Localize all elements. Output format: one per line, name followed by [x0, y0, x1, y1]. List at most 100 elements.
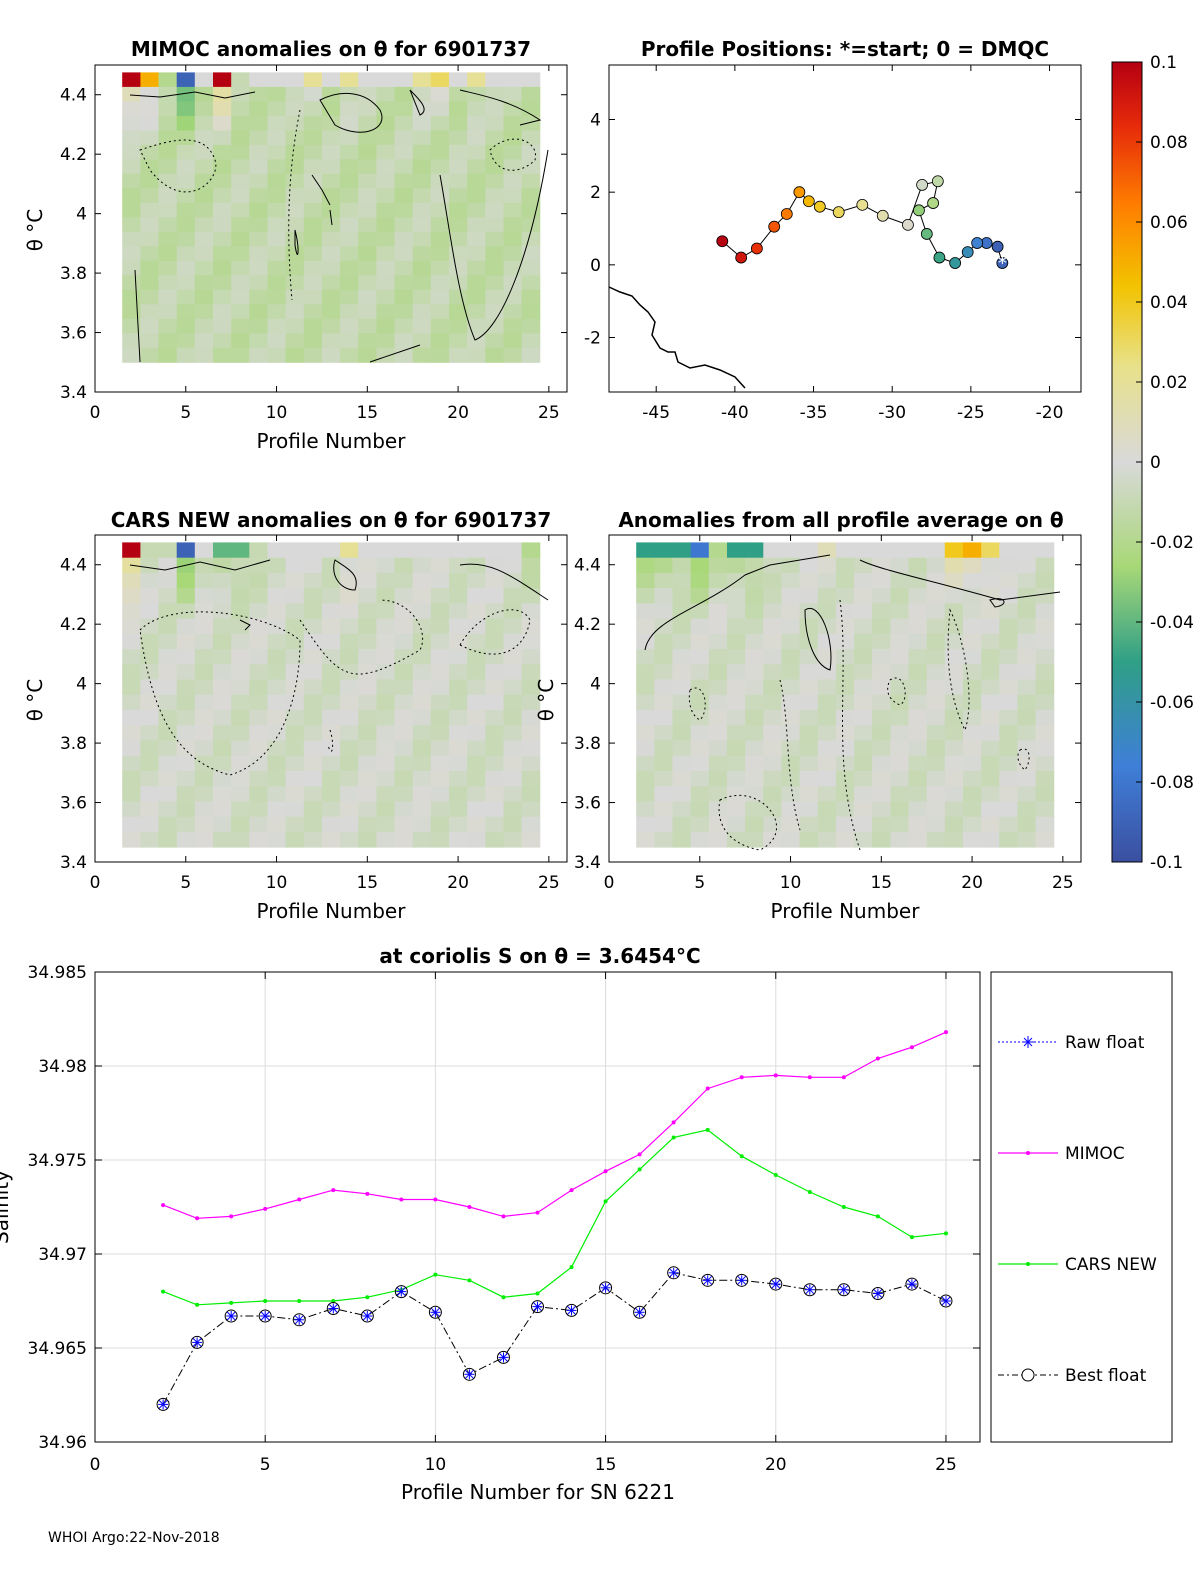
- anomaly-cell: [376, 542, 396, 559]
- anomaly-cell: [449, 740, 468, 757]
- anomaly-cell: [503, 831, 523, 848]
- profile-position-marker: [971, 237, 984, 249]
- anomaly-cell: [781, 694, 801, 711]
- anomaly-cell: [122, 771, 141, 787]
- data-point: [566, 1305, 577, 1316]
- anomaly-cell: [158, 260, 178, 276]
- anomaly-cell: [430, 771, 450, 787]
- anomaly-cell: [999, 664, 1018, 680]
- anomaly-cell: [430, 289, 450, 305]
- anomaly-cell: [194, 289, 214, 305]
- anomaly-cell: [213, 202, 232, 218]
- anomaly-cell: [835, 557, 855, 574]
- anomaly-cell: [158, 86, 178, 102]
- anomaly-cell: [231, 159, 250, 175]
- anomaly-cell: [267, 159, 287, 175]
- raw-float-star: [396, 1287, 406, 1296]
- anomaly-cell: [781, 801, 801, 818]
- anomaly-cell: [358, 618, 377, 635]
- anomaly-cell: [122, 618, 141, 635]
- anomaly-cell: [745, 588, 764, 604]
- anomaly-cell: [763, 542, 782, 559]
- anomaly-cell: [358, 664, 377, 680]
- anomaly-cell: [249, 771, 268, 787]
- anomaly-cell: [412, 786, 432, 802]
- anomaly-cell: [122, 144, 141, 160]
- anomaly-cell: [412, 740, 432, 757]
- data-point: [399, 1197, 404, 1202]
- anomaly-cell: [872, 786, 891, 802]
- anomaly-cell: [430, 304, 450, 320]
- x-tick-label: -40: [721, 403, 749, 423]
- y-tick-label: 3.4: [574, 853, 601, 873]
- anomaly-cell: [376, 318, 396, 334]
- anomaly-cell: [285, 801, 305, 818]
- salinity-axes-bg: [95, 972, 980, 1442]
- anomaly-cell: [817, 740, 837, 757]
- average-x-ticks: 0 5 10 15 20 25: [604, 535, 1074, 893]
- mimoc-title: MIMOC anomalies on θ for 6901737: [131, 37, 531, 61]
- anomaly-cell: [213, 333, 232, 349]
- anomaly-cell: [485, 831, 504, 848]
- anomaly-cell: [430, 786, 450, 802]
- anomaly-cell: [963, 557, 982, 574]
- anomaly-cell: [1035, 603, 1055, 620]
- anomaly-cell: [285, 755, 305, 772]
- anomaly-cell: [213, 130, 232, 146]
- anomaly-cell: [376, 603, 396, 620]
- anomaly-cell: [249, 144, 268, 160]
- anomaly-cell: [249, 159, 268, 175]
- anomaly-cell: [745, 801, 764, 818]
- anomaly-cell: [449, 771, 468, 787]
- anomaly-cell: [781, 786, 801, 802]
- anomaly-cell: [194, 72, 214, 88]
- anomaly-cell: [140, 115, 160, 131]
- anomaly-cell: [213, 572, 232, 589]
- anomaly-cell: [140, 618, 160, 635]
- anomaly-cell: [672, 618, 692, 635]
- anomaly-cell: [521, 318, 541, 334]
- anomaly-cell: [430, 725, 450, 741]
- anomaly-cell: [636, 557, 655, 574]
- anomaly-cell: [672, 557, 692, 574]
- data-point: [804, 1284, 815, 1295]
- anomaly-cell: [285, 115, 305, 131]
- anomaly-cell: [430, 318, 450, 334]
- anomaly-cell: [285, 771, 305, 787]
- anomaly-cell: [340, 649, 359, 665]
- anomaly-cell: [176, 816, 196, 833]
- anomaly-cell: [890, 801, 910, 818]
- anomaly-cell: [285, 289, 305, 305]
- anomaly-cell: [817, 786, 837, 802]
- anomaly-cell: [176, 289, 196, 305]
- anomaly-cell: [449, 101, 468, 117]
- anomaly-cell: [194, 816, 214, 833]
- anomaly-cell: [999, 831, 1018, 848]
- anomaly-cell: [321, 159, 341, 175]
- anomaly-cell: [521, 664, 541, 680]
- anomaly-cell: [231, 231, 250, 247]
- anomaly-cell: [672, 816, 692, 833]
- anomaly-cell: [231, 144, 250, 160]
- anomaly-cell: [213, 144, 232, 160]
- anomaly-cell: [485, 304, 504, 320]
- anomaly-cell: [176, 588, 196, 604]
- anomaly-cell: [467, 217, 486, 233]
- anomaly-cell: [231, 664, 250, 680]
- anomaly-cell: [799, 740, 819, 757]
- anomaly-cell: [467, 710, 486, 726]
- anomaly-cell: [158, 786, 178, 802]
- y-tick-label: 4.2: [60, 615, 87, 635]
- anomaly-cell: [430, 542, 450, 559]
- anomaly-cell: [158, 202, 178, 218]
- anomaly-cell: [485, 231, 504, 247]
- anomaly-cell: [140, 755, 160, 772]
- anomaly-cell: [690, 588, 710, 604]
- anomaly-cell: [231, 710, 250, 726]
- anomaly-cell: [817, 649, 837, 665]
- anomaly-cell: [999, 725, 1018, 741]
- anomaly-cell: [376, 86, 396, 102]
- y-tick-label: 34.98: [38, 1057, 87, 1077]
- anomaly-cell: [636, 603, 655, 620]
- anomaly-cell: [267, 231, 287, 247]
